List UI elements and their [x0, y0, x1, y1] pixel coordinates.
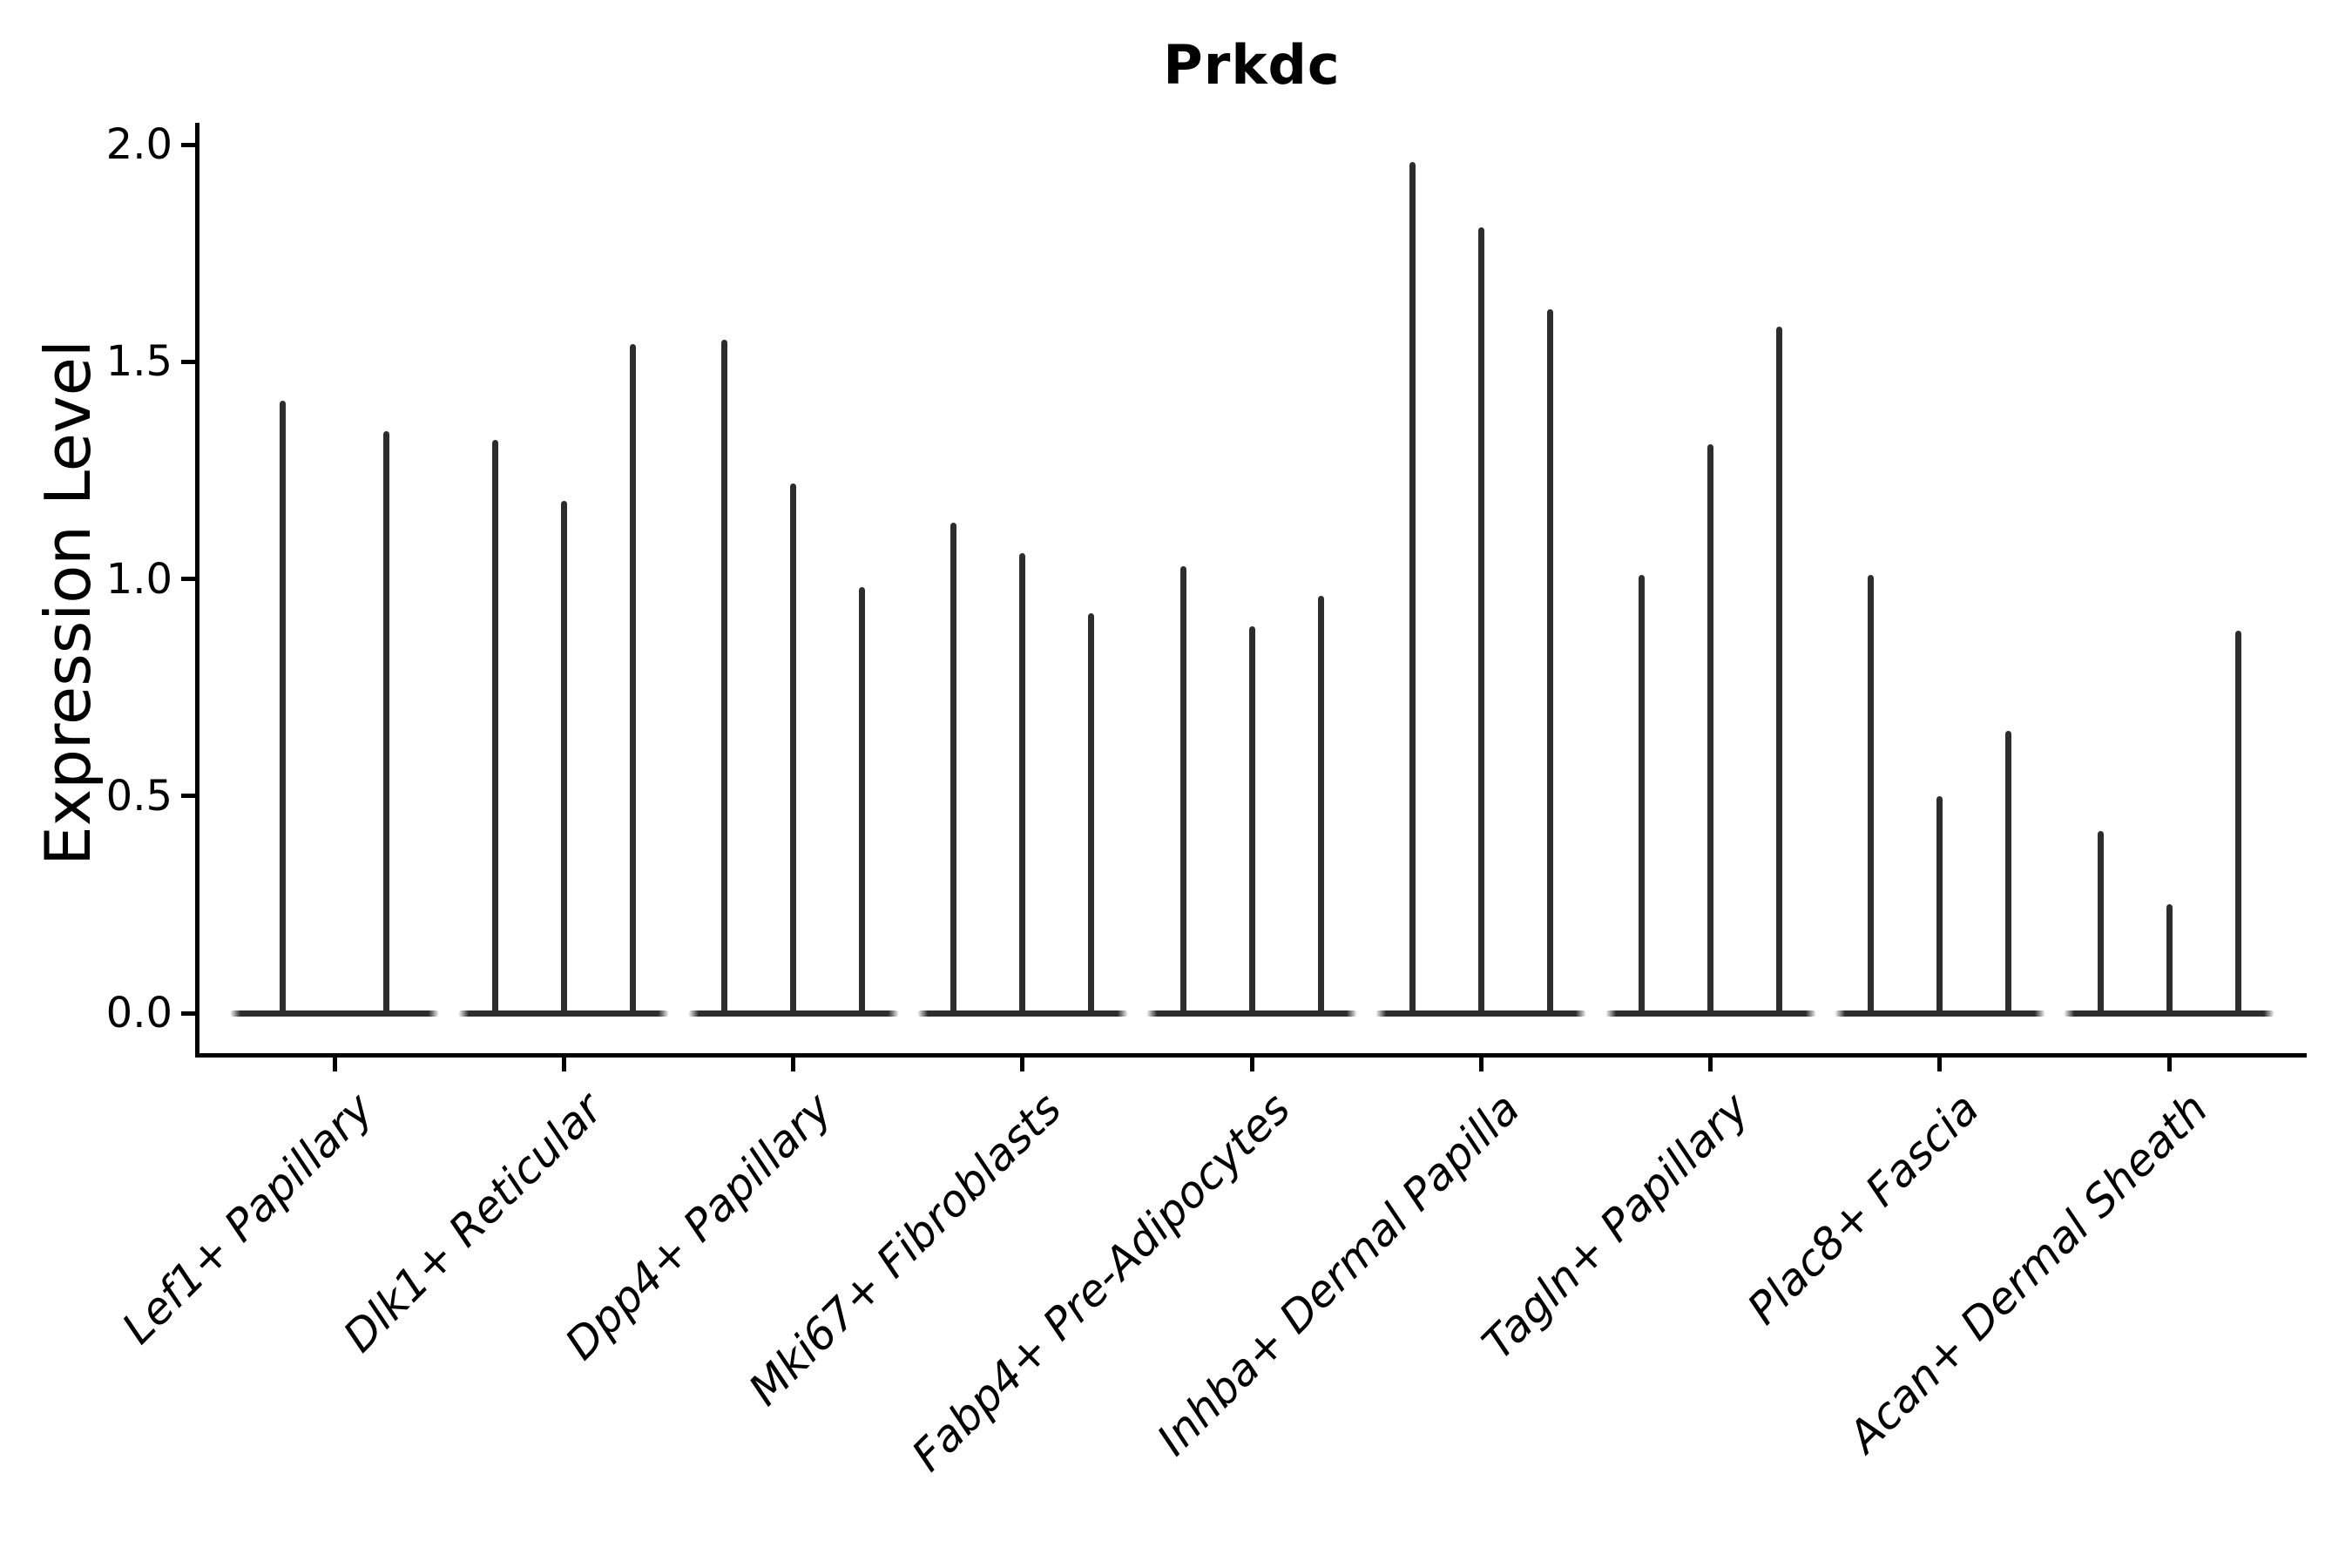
violin-spike: [1546, 309, 1553, 1015]
violin-base: [230, 1010, 439, 1017]
violin-spike: [790, 483, 796, 1015]
violin-spike: [629, 344, 636, 1015]
violin-spike: [950, 522, 957, 1015]
x-axis-spine: [195, 1053, 2307, 1058]
y-tick-label: 0.0: [105, 989, 172, 1037]
y-tick-label: 1.0: [105, 554, 172, 604]
y-axis-spine: [195, 123, 199, 1058]
y-tick-label: 0.5: [105, 771, 172, 821]
x-tick-label: Lef1+ Papillary: [112, 1083, 383, 1354]
violin-spike: [1248, 626, 1255, 1015]
violin-spike: [2166, 904, 2173, 1015]
violin-spike: [560, 500, 567, 1015]
x-tick-mark: [332, 1058, 337, 1071]
plot-title: Prkdc: [1163, 33, 1341, 97]
violin-spike: [1936, 795, 1943, 1015]
y-tick-mark: [181, 794, 195, 799]
violin-spike: [1477, 226, 1484, 1015]
x-tick-mark: [1478, 1058, 1484, 1071]
violin-spike: [1317, 596, 1324, 1015]
y-tick-mark: [181, 359, 195, 364]
x-tick-mark: [1708, 1058, 1713, 1071]
violin-spike: [859, 587, 865, 1015]
violin-spike: [1019, 552, 1026, 1015]
violin-spike: [1409, 161, 1416, 1015]
violin-spike: [383, 431, 389, 1015]
violin-spike: [2005, 730, 2012, 1015]
violin-spike: [721, 340, 727, 1015]
y-tick-label: 1.5: [105, 337, 172, 387]
violin-spike: [1179, 565, 1186, 1015]
violin-spike: [1088, 613, 1095, 1015]
violin-spike: [280, 401, 286, 1015]
violin-spike: [1868, 574, 1875, 1015]
x-tick-label: Fabp4+ Pre-Adipocytes: [902, 1083, 1301, 1482]
y-tick-mark: [181, 142, 195, 147]
y-tick-label: 2.0: [105, 120, 172, 169]
x-tick-mark: [2166, 1058, 2172, 1071]
x-tick-mark: [1249, 1058, 1254, 1071]
y-tick-mark: [181, 577, 195, 581]
x-tick-mark: [791, 1058, 795, 1071]
x-tick-label: Plac8+ Fascia: [1737, 1083, 1989, 1335]
x-tick-mark: [561, 1058, 566, 1071]
violin-spike: [1639, 574, 1645, 1015]
violin-spike: [1707, 443, 1713, 1015]
violin-spike: [2234, 631, 2241, 1015]
violin-spike: [2097, 830, 2104, 1015]
x-tick-mark: [1937, 1058, 1943, 1071]
y-tick-mark: [181, 1010, 195, 1016]
x-tick-mark: [1020, 1058, 1025, 1071]
violin-spike: [491, 439, 498, 1015]
violin-spike: [1776, 327, 1782, 1015]
